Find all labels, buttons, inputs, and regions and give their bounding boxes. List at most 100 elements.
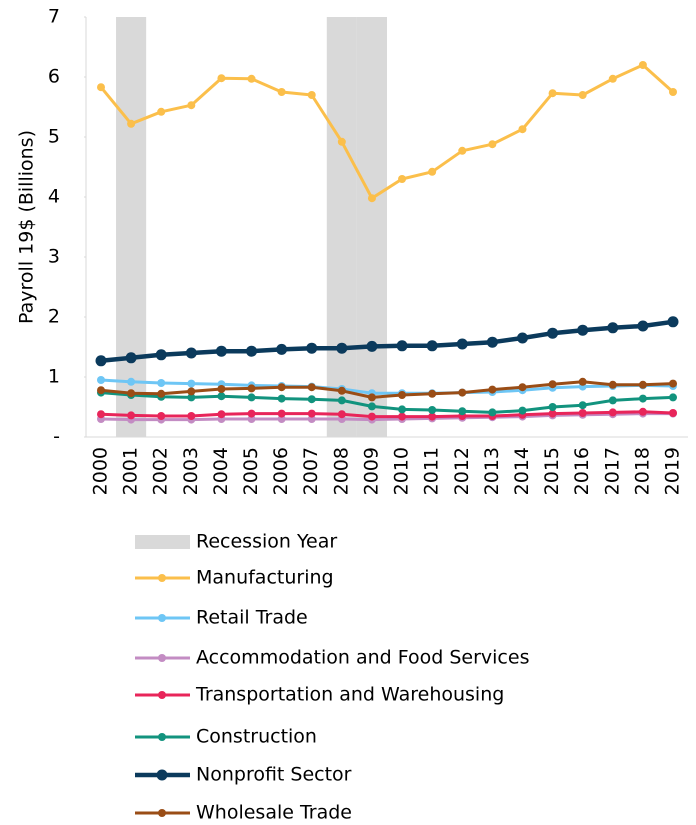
- series-point: [185, 347, 197, 359]
- series-point: [547, 327, 559, 339]
- series-point: [97, 386, 105, 395]
- series-point: [638, 380, 647, 389]
- series-point: [518, 125, 527, 134]
- series-point: [155, 349, 167, 361]
- series-point: [458, 146, 467, 155]
- series-point: [367, 393, 376, 402]
- series-point: [125, 352, 137, 364]
- y-tick-label: 5: [48, 126, 60, 148]
- series-point: [637, 320, 649, 332]
- series-point: [307, 91, 316, 99]
- series-point: [548, 409, 557, 418]
- series-point: [187, 101, 196, 110]
- series-point: [456, 338, 468, 350]
- x-tick-label: 2001: [120, 447, 142, 495]
- series-point: [396, 340, 408, 352]
- recession-band: [326, 17, 357, 437]
- series-line: [100, 410, 674, 419]
- series-point: [277, 409, 286, 418]
- series-point: [157, 412, 166, 420]
- legend-label: Manufacturing: [196, 567, 334, 589]
- series-point: [608, 396, 617, 405]
- series-point: [578, 91, 587, 99]
- series-point: [607, 322, 619, 334]
- series-point: [518, 383, 527, 392]
- series-line: [100, 412, 673, 422]
- x-tick-label: 2002: [150, 447, 172, 495]
- series-point: [97, 83, 105, 92]
- legend-marker: [158, 733, 166, 741]
- series-point: [638, 394, 647, 403]
- legend-marker: [158, 574, 166, 582]
- series-point: [127, 389, 136, 398]
- x-tick-label: 2010: [391, 447, 413, 495]
- series-point: [277, 88, 286, 96]
- x-tick-label: 2016: [571, 447, 593, 495]
- y-tick-label: 7: [48, 6, 60, 28]
- series-line: [100, 378, 674, 395]
- series-point: [247, 74, 256, 83]
- series-point: [518, 406, 527, 415]
- legend-marker: [156, 769, 168, 781]
- series-point: [276, 343, 288, 355]
- legend-label: Transportation and Warehousing: [195, 684, 504, 706]
- series-point: [337, 386, 346, 395]
- series-point: [578, 409, 587, 417]
- legend-marker: [158, 654, 166, 662]
- series-point: [217, 410, 226, 419]
- series-point: [458, 388, 467, 397]
- x-tick-label: 2007: [300, 447, 322, 495]
- x-tick-label: 2018: [631, 447, 653, 495]
- series-point: [215, 345, 227, 357]
- legend-marker: [158, 691, 166, 699]
- x-tick-label: 2011: [421, 447, 443, 495]
- x-tick-label: 2005: [240, 447, 262, 495]
- series-line: [100, 391, 674, 414]
- series-point: [217, 385, 226, 393]
- series-point: [669, 88, 677, 96]
- series-point: [608, 74, 617, 83]
- series-point: [336, 342, 348, 354]
- x-tick-label: 2009: [360, 447, 382, 495]
- series-point: [306, 342, 318, 354]
- legend-label: Construction: [196, 726, 317, 748]
- series-point: [187, 393, 196, 402]
- series-point: [608, 380, 617, 389]
- y-tick-label: -: [53, 426, 60, 448]
- series-point: [667, 316, 679, 328]
- series-point: [638, 407, 647, 416]
- series-point: [97, 410, 105, 419]
- series-point: [187, 387, 196, 396]
- legend-label: Recession Year: [196, 531, 337, 553]
- series-point: [428, 412, 437, 421]
- x-tick-label: 2017: [601, 447, 623, 495]
- y-axis-label: Payroll 19$ (Billions): [16, 130, 38, 324]
- series-point: [307, 395, 316, 404]
- series-point: [608, 408, 617, 417]
- series-point: [428, 167, 437, 176]
- y-tick-label: 6: [48, 66, 60, 88]
- x-tick-label: 2004: [210, 447, 232, 495]
- series-point: [669, 379, 677, 388]
- series-point: [488, 385, 497, 394]
- series-point: [367, 402, 376, 411]
- series-point: [127, 119, 136, 128]
- series-point: [669, 393, 677, 402]
- series-point: [398, 412, 407, 421]
- series-point: [337, 396, 346, 405]
- series-point: [246, 345, 258, 357]
- series-point: [428, 389, 437, 398]
- recession-band: [356, 17, 387, 437]
- legend-label: Nonprofit Sector: [196, 764, 352, 786]
- y-tick-label: 1: [48, 366, 60, 388]
- series-point: [307, 409, 316, 418]
- series-point: [157, 107, 166, 116]
- series-point: [548, 403, 557, 411]
- series-point: [337, 410, 346, 419]
- series-point: [488, 408, 497, 417]
- series-point: [367, 412, 376, 421]
- x-tick-label: 2019: [662, 447, 684, 495]
- x-tick-label: 2000: [90, 447, 112, 495]
- series-point: [157, 389, 166, 398]
